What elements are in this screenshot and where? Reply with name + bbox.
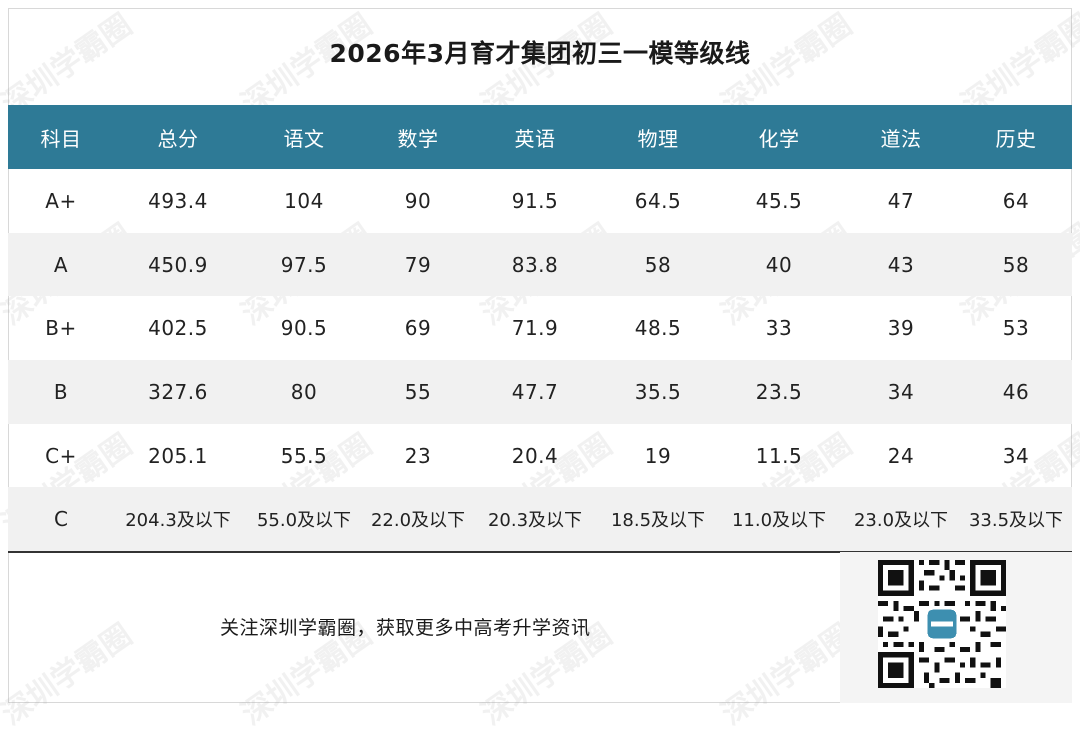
qr-code-icon (878, 560, 1006, 688)
table-cell: 47.7 (511, 379, 559, 404)
header-cell-total: 总分 (157, 126, 199, 151)
table-cell: 90 (404, 188, 432, 213)
table-cell: 55 (404, 379, 432, 404)
table-cell: 11.0及以下 (731, 510, 827, 532)
header-cell-chemistry: 化学 (758, 126, 800, 151)
table-cell: 83.8 (511, 252, 559, 277)
table-cell: 35.5 (634, 379, 682, 404)
table-cell: 40 (765, 252, 793, 277)
table-cell: 493.4 (148, 188, 208, 213)
table-cell: 24 (887, 443, 915, 468)
page-title: 2026年3月育才集团初三一模等级线 (329, 39, 751, 68)
table-cell: 48.5 (634, 316, 682, 341)
table-cell: 64 (1002, 188, 1030, 213)
header-cell-math: 数学 (397, 126, 439, 151)
table-cell: 43 (887, 252, 915, 277)
table-cell: 79 (404, 252, 432, 277)
table-cell: B (53, 379, 69, 404)
table-cell: 204.3及以下 (125, 510, 231, 532)
table-row: C 204.3及以下 55.0及以下 22.0及以下 20.3及以下 18.5及… (8, 487, 1072, 552)
table-cell: 18.5及以下 (610, 510, 706, 532)
table-cell: 55.5 (280, 443, 328, 468)
table-cell: 327.6 (148, 379, 208, 404)
table-row: B+ 402.5 90.5 69 71.9 48.5 33 39 53 (8, 296, 1072, 360)
table-row: C+ 205.1 55.5 23 20.4 19 11.5 24 34 (8, 424, 1072, 488)
table-cell: 97.5 (280, 252, 328, 277)
table-cell: 205.1 (148, 443, 208, 468)
table-cell: C+ (45, 443, 77, 468)
table-cell: 33.5及以下 (968, 510, 1064, 532)
header-cell-chinese: 语文 (283, 126, 325, 151)
table-cell: 22.0及以下 (370, 510, 466, 532)
table-cell: A+ (45, 188, 77, 213)
table-cell: 58 (1002, 252, 1030, 277)
table-cell: 23.5 (755, 379, 803, 404)
table-row: A 450.9 97.5 79 83.8 58 40 43 58 (8, 232, 1072, 297)
table-cell: 34 (887, 379, 915, 404)
table-cell: 23 (404, 443, 432, 468)
table-cell: 55.0及以下 (256, 510, 352, 532)
table-cell: 69 (404, 316, 432, 341)
grade-table: 科目 总分 语文 数学 英语 物理 化学 道法 历史 A+ 493.4 104 … (8, 105, 1072, 554)
table-cell: 402.5 (148, 316, 208, 341)
table-cell: 90.5 (280, 316, 328, 341)
table-header-row: 科目 总分 语文 数学 英语 物理 化学 道法 历史 (8, 105, 1072, 169)
table-cell: 34 (1002, 443, 1030, 468)
header-cell-subject: 科目 (40, 126, 82, 151)
table-cell: 450.9 (148, 252, 208, 277)
table-cell: 45.5 (755, 188, 803, 213)
table-row: B 327.6 80 55 47.7 35.5 23.5 34 46 (8, 360, 1072, 424)
table-cell: 53 (1002, 316, 1030, 341)
table-cell: 58 (644, 252, 672, 277)
table-cell: B+ (45, 316, 77, 341)
header-cell-physics: 物理 (637, 126, 679, 151)
table-cell: 33 (765, 316, 793, 341)
header-cell-english: 英语 (514, 126, 556, 151)
table-cell: 20.3及以下 (487, 510, 583, 532)
table-cell: 64.5 (634, 188, 682, 213)
table-cell: 91.5 (511, 188, 559, 213)
table-cell: 104 (284, 188, 324, 213)
table-cell: 80 (290, 379, 318, 404)
footer-promo-text: 关注深圳学霸圈，获取更多中高考升学资讯 (220, 617, 591, 639)
table-cell: 39 (887, 316, 915, 341)
header-cell-morality-law: 道法 (880, 126, 922, 151)
table-cell: 11.5 (755, 443, 803, 468)
table-row: A+ 493.4 104 90 91.5 64.5 45.5 47 64 (8, 169, 1072, 233)
table-cell: 71.9 (511, 316, 559, 341)
table-cell: 20.4 (511, 443, 559, 468)
table-cell: 47 (887, 188, 915, 213)
table-cell: 19 (644, 443, 672, 468)
table-cell: C (54, 507, 68, 532)
table-cell: 23.0及以下 (853, 510, 949, 532)
table-cell: A (53, 252, 69, 277)
table-cell: 46 (1002, 379, 1030, 404)
header-cell-history: 历史 (995, 126, 1037, 151)
